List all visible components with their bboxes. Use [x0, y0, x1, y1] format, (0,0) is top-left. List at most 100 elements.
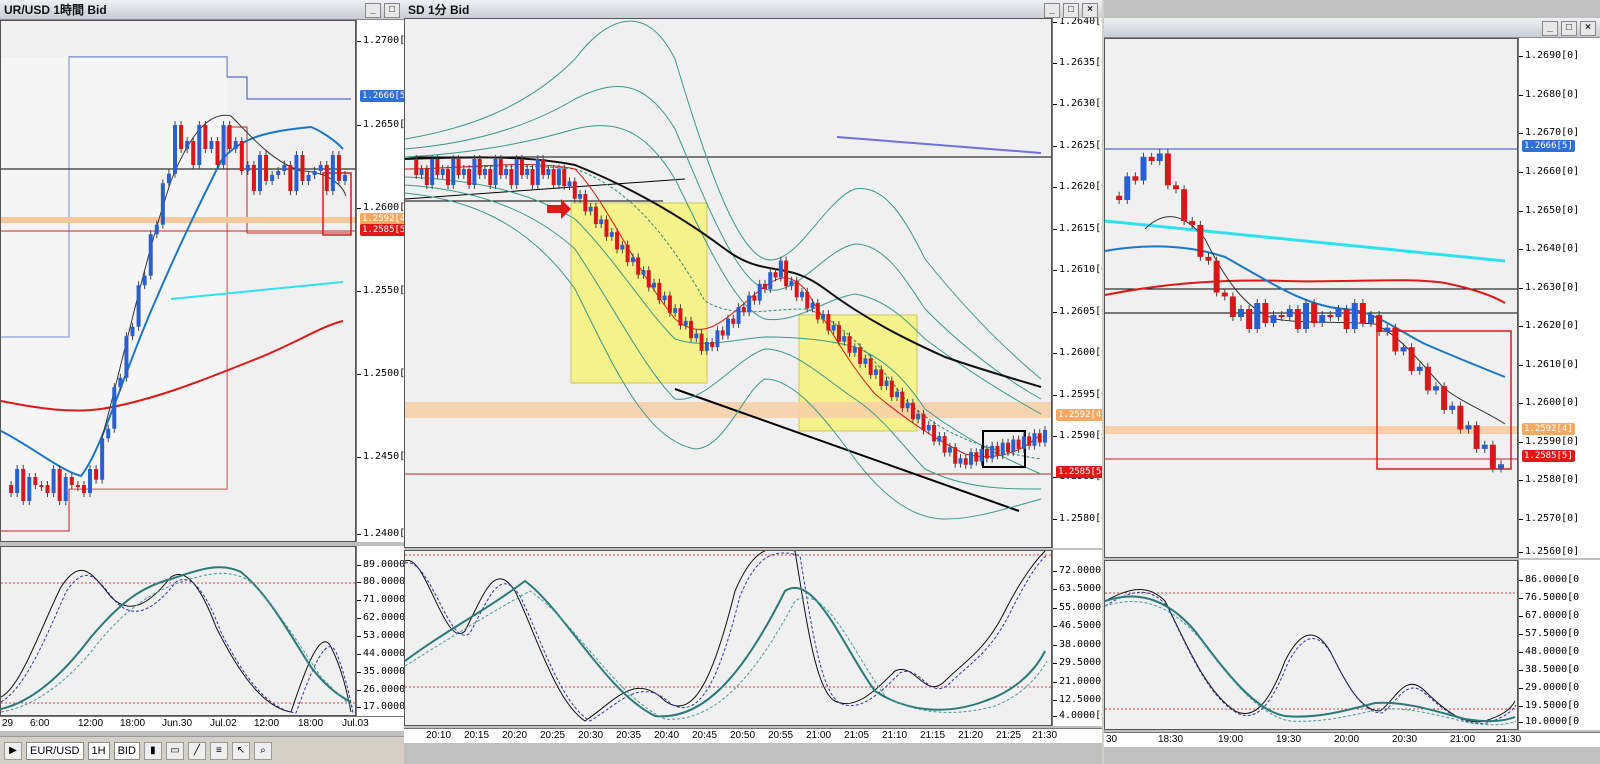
candle	[493, 159, 498, 185]
symbol-select[interactable]: EUR/USD	[26, 741, 84, 760]
candle	[1156, 153, 1163, 162]
osc-dashed	[1, 574, 354, 714]
candle	[1000, 442, 1005, 456]
candle	[562, 168, 567, 187]
indicator-icon[interactable]: ≡	[209, 741, 228, 760]
price-axis-1h[interactable]: 1.2700[0] 1.2650[0] 1.2600[0] 1.2550[0] …	[356, 20, 404, 542]
candle	[556, 168, 561, 185]
tick: 89.0000[0	[357, 559, 404, 570]
time-tick: 30	[1106, 734, 1118, 745]
chart-window-1m[interactable]: SD 1分 Bid _ □ × 5	[404, 0, 1102, 764]
candle	[1037, 433, 1042, 443]
maximize-button[interactable]: □	[1561, 21, 1577, 36]
zoom-icon[interactable]: ⌕	[253, 741, 272, 760]
chart-window-1h[interactable]: UR/USD 1時間 Bid _ □ 1.2666[5] 1.2700[0] 1…	[0, 0, 404, 764]
side-select[interactable]: BID	[113, 741, 140, 760]
candle	[1181, 189, 1188, 222]
time-axis-right: 30 18:30 19:00 19:30 20:00 20:30 21:00 2…	[1104, 732, 1600, 747]
tick: 1.2600[0]	[1053, 347, 1102, 358]
price-plot-right[interactable]	[1104, 38, 1518, 558]
tick: 63.5000[0	[1053, 583, 1102, 594]
chart-window-right[interactable]: _ □ × 1.2690[0] 1.2680[0] 1.2670[0] 1.26…	[1104, 0, 1600, 764]
candle	[689, 320, 694, 339]
window-title-right[interactable]: _ □ ×	[1104, 18, 1600, 38]
candle	[1229, 296, 1236, 317]
time-tick: 20:40	[654, 730, 680, 741]
candle	[1473, 425, 1480, 449]
candle	[197, 125, 202, 165]
window-title-1h[interactable]: UR/USD 1時間 Bid _ □	[0, 0, 404, 20]
price-label-red: 1.2585[5]	[1056, 466, 1102, 478]
minimize-button[interactable]: _	[1542, 21, 1558, 36]
bar-icon[interactable]: ▭	[165, 741, 184, 760]
candle	[953, 447, 958, 464]
candle	[136, 285, 141, 327]
candle	[258, 155, 262, 191]
oscillator-right-svg	[1105, 588, 1517, 726]
candle	[1124, 176, 1131, 201]
candle	[215, 141, 220, 165]
maximize-button[interactable]: □	[1063, 3, 1079, 18]
candle	[451, 159, 456, 185]
candle	[593, 206, 598, 225]
osc-axis-right[interactable]: 86.0000[0 76.5000[0 67.0000[0 57.5000[0 …	[1518, 560, 1600, 730]
candle	[863, 358, 868, 364]
osc-axis-1h[interactable]: 89.0000[0 80.0000[0 71.0000[0 62.0000[0 …	[356, 546, 404, 716]
candle	[889, 380, 894, 398]
candle	[1016, 439, 1021, 449]
candle	[435, 159, 440, 175]
candle	[288, 165, 293, 191]
osc-teal-dash	[1, 572, 354, 713]
candle	[599, 219, 604, 225]
price-axis-1m[interactable]: 1.2640[0] 1.2635[0] 1.2630[0] 1.2625[0] …	[1052, 18, 1102, 548]
candle	[704, 341, 709, 351]
close-button[interactable]: ×	[1082, 3, 1098, 18]
candle	[514, 159, 519, 185]
oscillator-plot-1h[interactable]	[0, 546, 356, 716]
minimize-button[interactable]: _	[1044, 3, 1060, 18]
price-label-red: 1.2585[5]	[360, 224, 404, 236]
candle	[762, 283, 767, 290]
cursor-icon[interactable]: ↖	[231, 741, 250, 760]
price-plot-1h[interactable]: 1.2666[5]	[0, 20, 356, 542]
play-icon[interactable]: ▶	[4, 741, 22, 760]
candle	[312, 171, 317, 175]
tick: 1.2680[0]	[1519, 89, 1580, 100]
osc-axis-1m[interactable]: 72.0000[0 63.5000[0 55.0000[0 46.5000[0 …	[1052, 550, 1102, 726]
candle	[221, 125, 226, 165]
maximize-button[interactable]: □	[384, 3, 400, 18]
candle	[784, 260, 789, 287]
timeframe-select[interactable]: 1H	[87, 741, 110, 760]
candle	[805, 291, 810, 309]
close-button[interactable]: ×	[1580, 21, 1596, 36]
price-axis-right[interactable]: 1.2690[0] 1.2680[0] 1.2670[0] 1.2660[0] …	[1518, 38, 1600, 558]
candle	[1205, 256, 1212, 261]
oscillator-plot-1m[interactable]	[404, 550, 1052, 726]
time-tick: 20:20	[502, 730, 528, 741]
candle	[615, 232, 620, 250]
candle	[794, 280, 799, 298]
osc-dashed	[405, 552, 1048, 722]
candle	[488, 169, 493, 185]
candle	[1221, 292, 1228, 297]
line-icon[interactable]: ╱	[187, 741, 206, 760]
price-label-orange: 1.2592[4]	[360, 213, 404, 225]
candle	[21, 469, 26, 501]
price-label-blue: 1.2666[5]	[1522, 140, 1575, 152]
red-arrow	[547, 199, 571, 219]
window-title-1m[interactable]: SD 1分 Bid _ □ ×	[404, 0, 1102, 20]
minimize-button[interactable]: _	[365, 3, 381, 18]
candle	[294, 155, 299, 191]
candle	[1164, 153, 1171, 186]
time-tick: 21:10	[882, 730, 908, 741]
oscillator-plot-right[interactable]	[1104, 560, 1518, 730]
tick: 1.2615[0]	[1053, 223, 1102, 234]
price-plot-1m[interactable]	[404, 18, 1052, 548]
candle	[276, 171, 281, 175]
candle-icon[interactable]: ▮	[143, 741, 162, 760]
candle	[1376, 315, 1383, 332]
candle	[1481, 444, 1488, 449]
candle	[736, 307, 741, 324]
tick: 1.2635[0]	[1053, 57, 1102, 68]
candle	[926, 424, 931, 431]
